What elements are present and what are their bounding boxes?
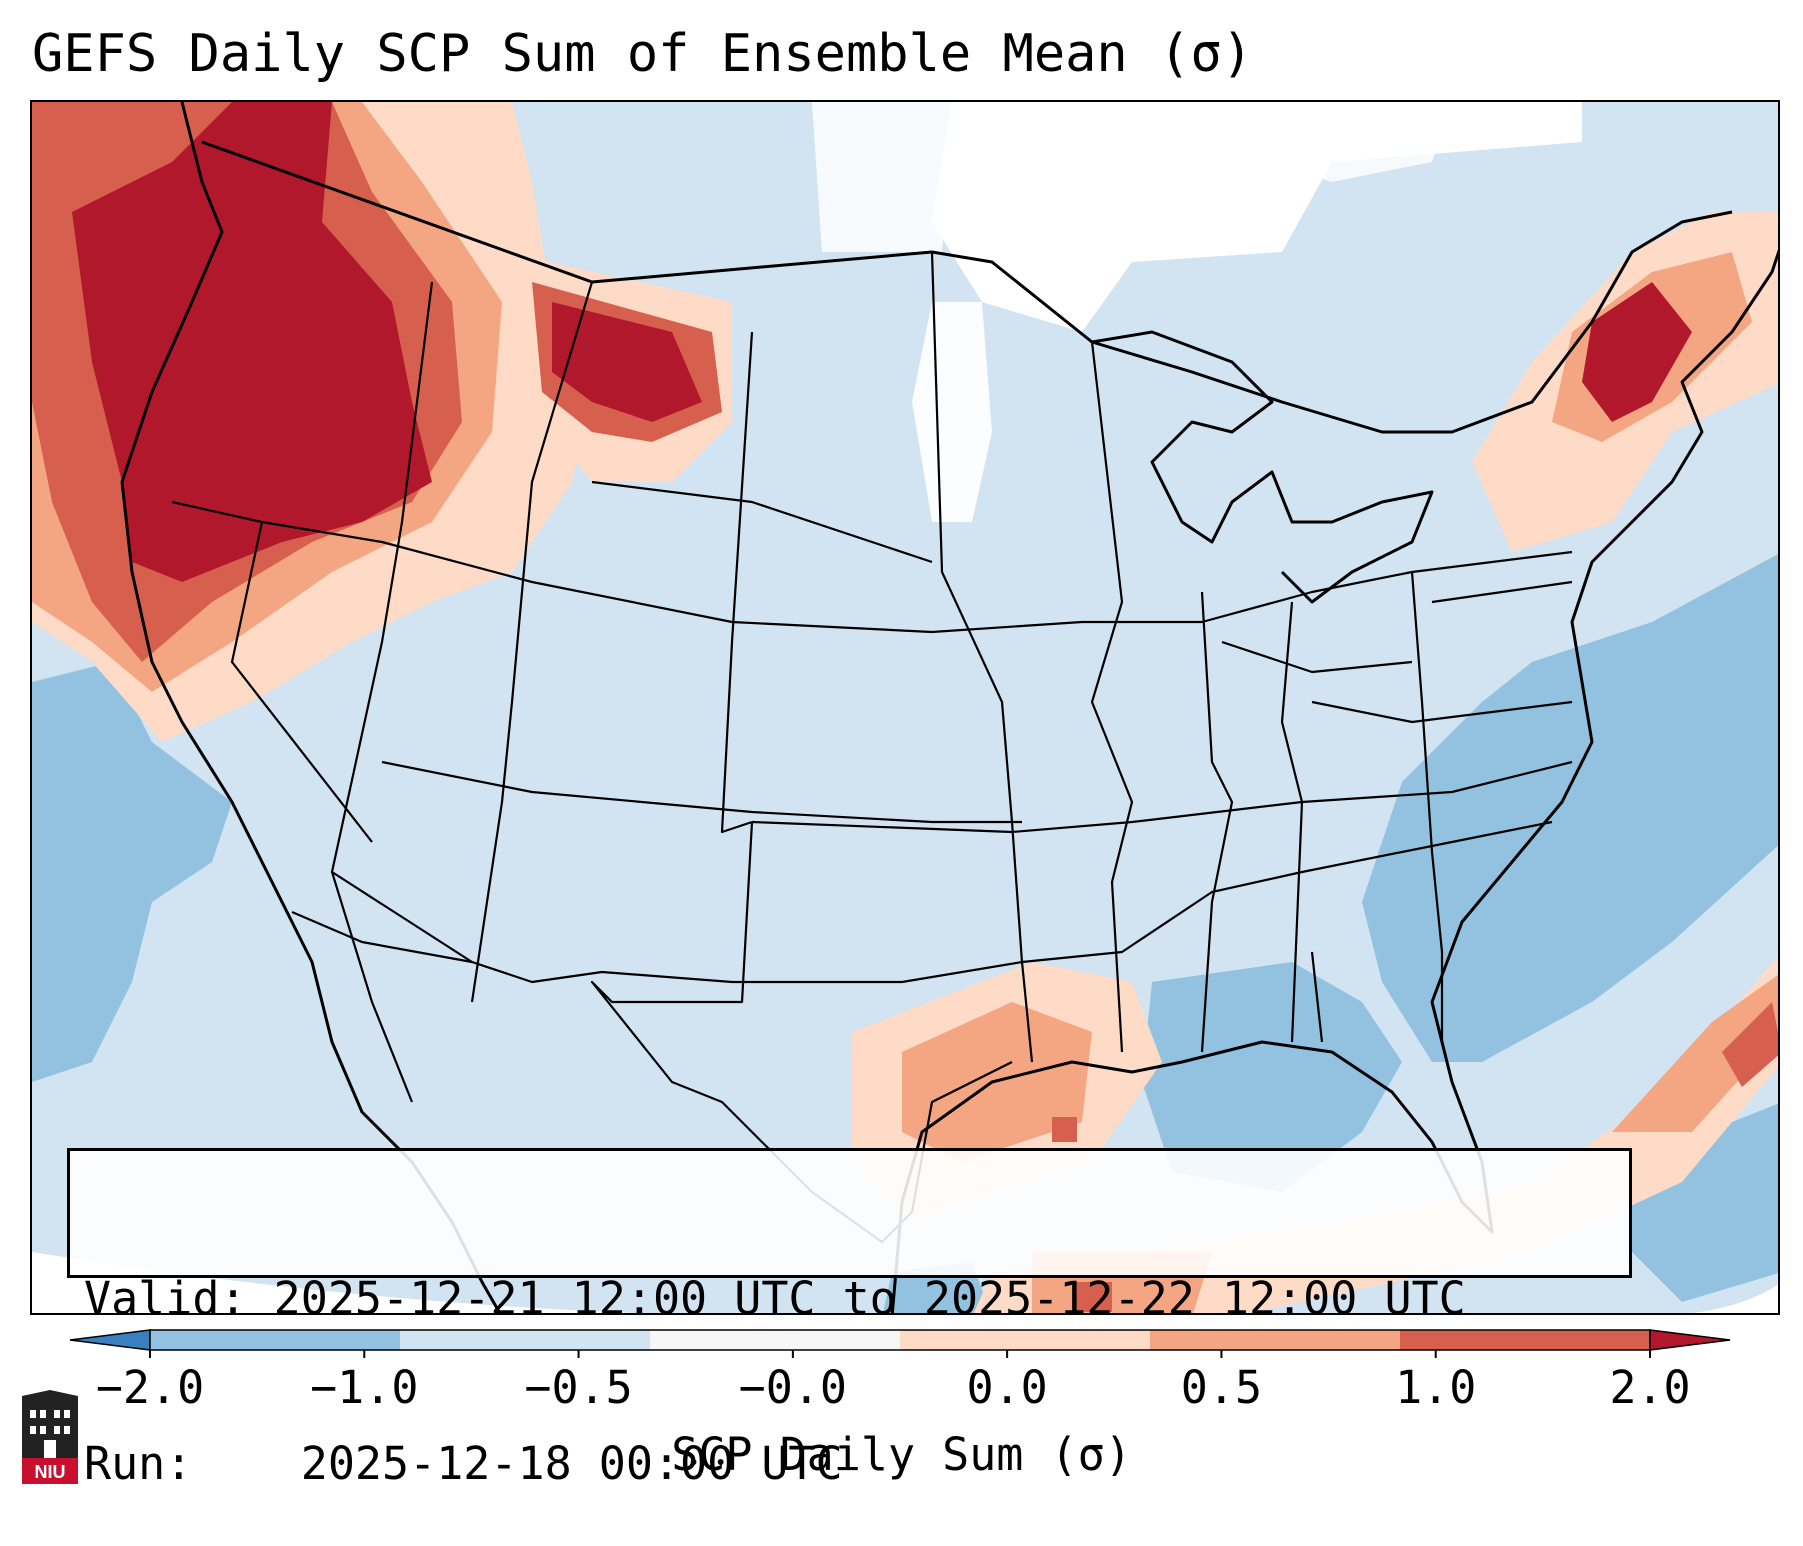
colorbar-segment bbox=[400, 1330, 650, 1350]
colorbar-segment bbox=[900, 1330, 1150, 1350]
colorbar-segment bbox=[650, 1330, 900, 1350]
near-zero-patches bbox=[812, 102, 1582, 522]
projection-edge-right bbox=[1693, 1284, 1778, 1313]
colorbar-segments bbox=[70, 1329, 1731, 1358]
colorbar-segment bbox=[1150, 1330, 1400, 1350]
colorbar-extend-low bbox=[70, 1329, 151, 1351]
validity-info-box: Valid: 2025-12-21 12:00 UTC to 2025-12-2… bbox=[67, 1148, 1632, 1490]
niu-logo: NIU bbox=[22, 1390, 78, 1484]
run-label: Run: bbox=[84, 1437, 193, 1490]
page-title: GEFS Daily SCP Sum of Ensemble Mean (σ) bbox=[32, 24, 1253, 84]
colorbar-outline bbox=[149, 1329, 1651, 1351]
valid-value: 2025-12-21 12:00 UTC to 2025-12-22 12:00… bbox=[273, 1272, 1466, 1325]
colorbar-segment bbox=[1400, 1330, 1650, 1350]
valid-label: Valid: bbox=[84, 1272, 247, 1325]
colorbar-segment bbox=[150, 1330, 400, 1350]
colorbar-tick-label: 0.0 bbox=[966, 1361, 1048, 1414]
state-borders bbox=[171, 251, 1573, 1244]
run-row: Run: 2025-12-18 00:00 UTC bbox=[84, 1436, 1615, 1491]
negative-anomaly-regions bbox=[32, 554, 1778, 1313]
colorbar-tick-label: −1.0 bbox=[310, 1361, 419, 1414]
colorbar-tick-label: 0.5 bbox=[1180, 1361, 1263, 1414]
colorbar-label: SCP Daily Sum (σ) bbox=[671, 1428, 1132, 1481]
run-value: 2025-12-18 00:00 UTC bbox=[300, 1437, 843, 1490]
colorbar-tick-label: −0.5 bbox=[524, 1361, 633, 1414]
colorbar-tick-label: 1.0 bbox=[1395, 1361, 1477, 1414]
colorbar-tick-label: 2.0 bbox=[1609, 1361, 1691, 1414]
map-canvas bbox=[32, 102, 1778, 1313]
projection-edge bbox=[32, 1252, 634, 1313]
valid-row: Valid: 2025-12-21 12:00 UTC to 2025-12-2… bbox=[84, 1271, 1615, 1326]
positive-anomaly-montana bbox=[502, 252, 732, 482]
colorbar-tick-label: −0.0 bbox=[738, 1361, 848, 1414]
map-panel bbox=[30, 100, 1780, 1315]
logo-text: NIU bbox=[35, 1462, 66, 1482]
colorbar-tick-label: −2.0 bbox=[95, 1361, 205, 1414]
colorbar bbox=[70, 1329, 1731, 1358]
positive-anomaly-northeast bbox=[1472, 212, 1778, 552]
colorbar-extend-high bbox=[1649, 1329, 1731, 1351]
positive-anomaly-northwest bbox=[32, 102, 592, 742]
